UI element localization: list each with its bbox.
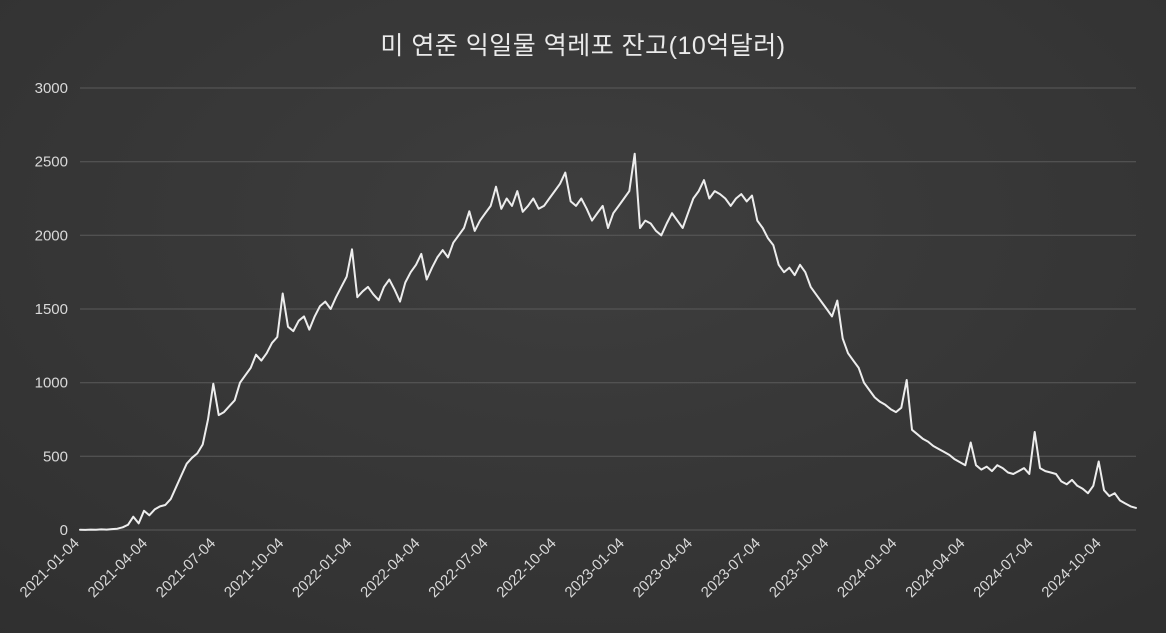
svg-text:1000: 1000	[35, 375, 68, 392]
svg-text:2021-01-04: 2021-01-04	[17, 535, 83, 601]
svg-text:2022-01-04: 2022-01-04	[289, 535, 355, 601]
svg-text:1500: 1500	[35, 301, 68, 318]
svg-text:2021-04-04: 2021-04-04	[85, 535, 151, 601]
svg-text:3000: 3000	[35, 80, 68, 97]
y-axis-labels: 0 500 1000 1500 2000 2500 3000	[35, 80, 68, 539]
svg-text:2023-04-04: 2023-04-04	[630, 535, 696, 601]
svg-text:2021-07-04: 2021-07-04	[153, 535, 219, 601]
svg-text:2023-01-04: 2023-01-04	[562, 535, 628, 601]
x-axis-labels: 2021-01-04 2021-04-04 2021-07-04 2021-10-04…	[17, 535, 1105, 601]
svg-text:2024-10-04: 2024-10-04	[1038, 535, 1104, 601]
svg-text:2023-07-04: 2023-07-04	[698, 535, 764, 601]
svg-text:2000: 2000	[35, 227, 68, 244]
gridlines	[80, 87, 1136, 531]
svg-text:2024-07-04: 2024-07-04	[970, 535, 1036, 601]
svg-text:2024-01-04: 2024-01-04	[834, 535, 900, 601]
chart-title: 미 연준 익일물 역레포 잔고(10억달러)	[380, 32, 786, 60]
svg-text:2022-04-04: 2022-04-04	[357, 535, 423, 601]
svg-text:2024-04-04: 2024-04-04	[902, 535, 968, 601]
data-line	[79, 152, 1137, 531]
svg-text:500: 500	[43, 448, 68, 465]
svg-text:2500: 2500	[35, 154, 68, 171]
svg-text:0: 0	[60, 522, 68, 539]
svg-text:2023-10-04: 2023-10-04	[766, 535, 832, 601]
svg-text:2022-07-04: 2022-07-04	[425, 535, 491, 601]
svg-text:2021-10-04: 2021-10-04	[221, 535, 287, 601]
svg-text:2022-10-04: 2022-10-04	[493, 535, 559, 601]
